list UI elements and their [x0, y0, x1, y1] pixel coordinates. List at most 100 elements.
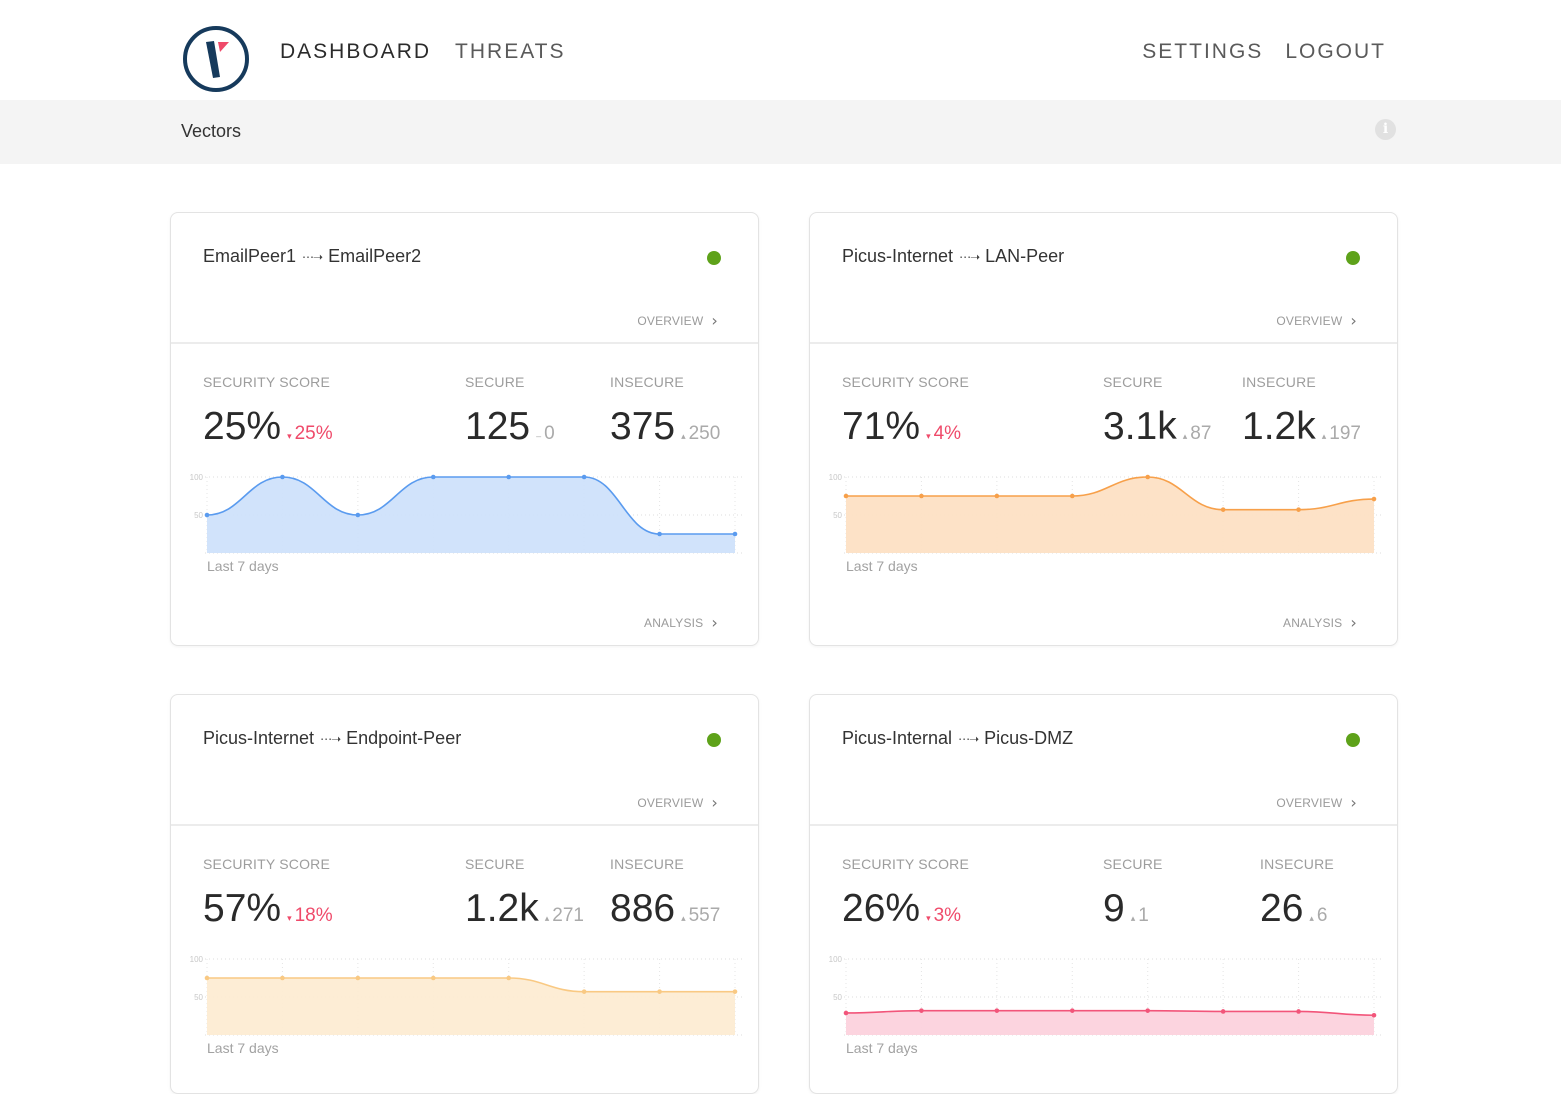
- nav-logout[interactable]: LOGOUT: [1285, 40, 1386, 63]
- area-chart-svg: 100 50: [829, 955, 1386, 1036]
- chevron-right-icon: ›: [711, 793, 718, 812]
- data-point[interactable]: [657, 531, 662, 537]
- insecure-delta: ▴ 6: [1309, 905, 1327, 927]
- chevron-right-icon: ›: [1350, 613, 1357, 632]
- info-icon[interactable]: i: [1375, 119, 1396, 140]
- area-fill: [846, 477, 1374, 553]
- data-point[interactable]: [1069, 493, 1075, 499]
- logo-icon[interactable]: [182, 25, 250, 93]
- overview-link[interactable]: OVERVIEW ›: [637, 311, 718, 330]
- data-point[interactable]: [430, 975, 436, 981]
- area-chart-svg: 100 50: [190, 473, 747, 554]
- data-point[interactable]: [506, 474, 512, 480]
- overview-link[interactable]: OVERVIEW ›: [1276, 793, 1357, 812]
- data-point[interactable]: [280, 474, 285, 480]
- overview-link[interactable]: OVERVIEW ›: [637, 793, 718, 812]
- card-header: Picus-Internet ⋯➝ LAN-Peer OVERVIEW ›: [810, 213, 1397, 344]
- security-score-stat: SECURITY SCORE 26% ▾ 3%: [842, 856, 969, 931]
- data-point[interactable]: [919, 493, 924, 499]
- area-fill: [846, 1010, 1374, 1035]
- chart-caption: Last 7 days: [846, 1040, 918, 1056]
- vector-card: Picus-Internet ⋯➝ LAN-Peer OVERVIEW › SE…: [809, 212, 1398, 646]
- analysis-link[interactable]: ANALYSIS ›: [1283, 613, 1357, 632]
- y-tick-label: 100: [829, 473, 843, 482]
- nav-threats[interactable]: THREATS: [455, 40, 566, 63]
- vector-title[interactable]: Picus-Internet ⋯➝ Endpoint-Peer: [203, 728, 461, 749]
- data-point[interactable]: [1220, 1009, 1226, 1014]
- security-score-delta: ▾ 18%: [287, 905, 333, 927]
- data-point[interactable]: [1296, 1009, 1301, 1014]
- security-score-delta: ▾ 25%: [287, 423, 333, 445]
- y-tick-label: 50: [194, 993, 203, 1002]
- data-point[interactable]: [581, 989, 587, 994]
- vector-title[interactable]: Picus-Internet ⋯➝ LAN-Peer: [842, 246, 1064, 267]
- series-line: [845, 1009, 1375, 1017]
- insecure-delta: ▴ 250: [681, 423, 720, 445]
- data-point[interactable]: [1371, 1012, 1377, 1018]
- nav-dashboard[interactable]: DASHBOARD: [280, 40, 432, 63]
- delta-value: 3%: [933, 905, 962, 926]
- insecure-stat: INSECURE 375 ▴ 250: [610, 374, 720, 449]
- data-point[interactable]: [1145, 1008, 1151, 1013]
- trend-down-icon: ▾: [287, 913, 292, 923]
- analysis-link[interactable]: ANALYSIS ›: [644, 613, 718, 632]
- trend-chart: 100 50: [824, 465, 1386, 560]
- data-point[interactable]: [581, 474, 587, 480]
- delta-value: 1: [1138, 905, 1149, 926]
- chevron-right-icon: ›: [711, 613, 718, 632]
- secure-stat: SECURE 1.2k ▴ 271: [465, 856, 584, 931]
- data-point[interactable]: [994, 493, 1000, 499]
- chart-caption: Last 7 days: [207, 1040, 279, 1056]
- vector-title[interactable]: EmailPeer1 ⋯➝ EmailPeer2: [203, 246, 421, 267]
- data-point[interactable]: [732, 989, 738, 994]
- data-point[interactable]: [506, 975, 512, 981]
- y-tick-label: 100: [829, 955, 843, 964]
- secure-stat: SECURE 3.1k ▴ 87: [1103, 374, 1211, 449]
- analysis-label: ANALYSIS: [1282, 615, 1343, 630]
- stat-label: SECURE: [1103, 856, 1163, 872]
- insecure-stat: INSECURE 886 ▴ 557: [610, 856, 720, 931]
- data-point[interactable]: [204, 512, 210, 518]
- secure-value: 125: [465, 405, 531, 448]
- data-point[interactable]: [204, 975, 210, 981]
- insecure-value: 26: [1260, 887, 1304, 930]
- overview-label: OVERVIEW: [1276, 795, 1343, 810]
- security-score-value: 26%: [842, 887, 921, 930]
- data-point[interactable]: [657, 989, 662, 994]
- stat-label: SECURITY SCORE: [203, 856, 331, 872]
- data-point[interactable]: [994, 1008, 1000, 1013]
- vector-title[interactable]: Picus-Internal ⋯➝ Picus-DMZ: [842, 728, 1073, 749]
- data-point[interactable]: [355, 512, 361, 518]
- data-point[interactable]: [1220, 507, 1226, 512]
- secure-value: 1.2k: [465, 887, 539, 930]
- data-point[interactable]: [1296, 507, 1301, 512]
- status-indicator: [707, 251, 721, 265]
- data-point[interactable]: [732, 531, 738, 537]
- vector-source: EmailPeer1: [203, 246, 297, 266]
- security-score-value: 25%: [203, 405, 282, 448]
- stat-label: SECURITY SCORE: [842, 856, 970, 872]
- data-point[interactable]: [1069, 1008, 1075, 1013]
- y-tick-label: 50: [194, 511, 203, 520]
- data-point[interactable]: [919, 1008, 924, 1013]
- overview-link[interactable]: OVERVIEW ›: [1276, 311, 1357, 330]
- data-point[interactable]: [843, 493, 849, 499]
- delta-value: 197: [1329, 423, 1361, 444]
- status-indicator: [1346, 733, 1360, 747]
- data-point[interactable]: [355, 975, 361, 981]
- delta-value: 271: [552, 905, 584, 926]
- secure-value: 9: [1103, 887, 1125, 930]
- area-fill: [207, 978, 735, 1035]
- data-point[interactable]: [1145, 474, 1151, 480]
- series-line: [846, 476, 1375, 511]
- analysis-label: ANALYSIS: [643, 615, 704, 630]
- stats-row: SECURITY SCORE 71% ▾ 4% SECURE 3.1k ▴ 87 I…: [810, 344, 1397, 464]
- trend-chart: 100 50: [185, 465, 747, 560]
- data-point[interactable]: [1371, 496, 1377, 502]
- data-point[interactable]: [843, 1010, 849, 1016]
- trend-down-icon: ▾: [926, 431, 931, 441]
- nav-settings[interactable]: SETTINGS: [1142, 40, 1264, 63]
- overview-label: OVERVIEW: [637, 313, 704, 328]
- data-point[interactable]: [280, 975, 285, 981]
- data-point[interactable]: [430, 474, 436, 480]
